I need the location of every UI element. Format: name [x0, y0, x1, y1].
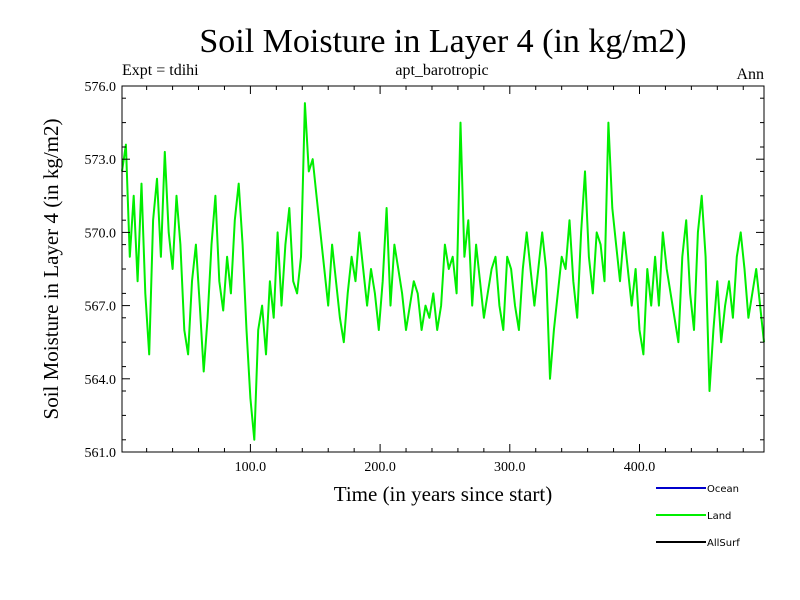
x-tick-label: 100.0 — [235, 460, 267, 475]
subtitle-right: Ann — [736, 66, 764, 83]
subtitle-center: apt_barotropic — [395, 62, 488, 79]
y-axis-label: Soil Moisture in Layer 4 (in kg/m2) — [39, 119, 63, 420]
y-tick-label: 564.0 — [85, 373, 117, 388]
x-tick-label: 400.0 — [624, 460, 656, 475]
plot-area: 561.0 564.0 567.0 570.0 573.0 576.0 100.0 200.0… — [85, 80, 765, 475]
legend-label-land: Land — [707, 511, 731, 522]
series-group — [121, 102, 765, 441]
ticks-group: 561.0 564.0 567.0 570.0 573.0 576.0 100.0 200.0… — [85, 80, 764, 475]
x-tick-label: 300.0 — [494, 460, 526, 475]
legend-label-ocean: Ocean — [707, 484, 739, 495]
y-tick-label: 570.0 — [85, 226, 117, 241]
y-tick-label: 573.0 — [85, 153, 117, 168]
y-tick-label: 561.0 — [85, 446, 117, 461]
y-tick-label: 567.0 — [85, 300, 117, 315]
x-tick-label: 200.0 — [364, 460, 396, 475]
y-tick-label: 576.0 — [85, 80, 117, 95]
chart-title: Soil Moisture in Layer 4 (in kg/m2) — [199, 23, 686, 60]
legend: Ocean Land AllSurf — [656, 484, 740, 549]
x-axis-label: Time (in years since start) — [334, 482, 553, 506]
subtitle-left: Expt = tdihi — [122, 62, 199, 79]
series-line-land — [121, 102, 765, 441]
legend-label-allsurf: AllSurf — [707, 538, 740, 549]
